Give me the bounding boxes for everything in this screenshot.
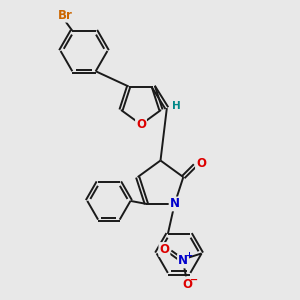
Text: N: N: [178, 254, 188, 267]
Text: O: O: [182, 278, 193, 290]
Text: +: +: [185, 251, 192, 260]
Text: −: −: [190, 275, 199, 285]
Text: O: O: [159, 243, 170, 256]
Text: N: N: [169, 197, 180, 210]
Text: O: O: [136, 118, 146, 131]
Text: H: H: [172, 101, 181, 111]
Text: O: O: [196, 158, 206, 170]
Text: Br: Br: [58, 9, 73, 22]
